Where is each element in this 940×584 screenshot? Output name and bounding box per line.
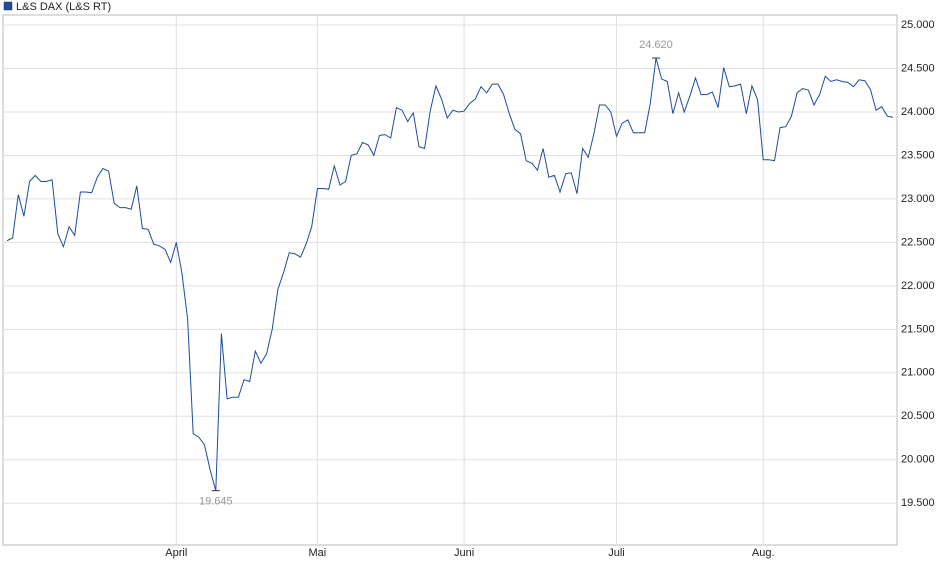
y-tick-label: 24.000 [901, 106, 935, 118]
y-tick-label: 23.500 [901, 149, 935, 161]
annotation: 19.645 [199, 496, 233, 508]
annotation: 24.620 [639, 39, 673, 51]
y-tick-label: 25.000 [901, 19, 935, 31]
y-tick-label: 20.500 [901, 410, 935, 422]
y-tick-label: 23.000 [901, 193, 935, 205]
x-tick-label: April [165, 547, 187, 559]
y-tick-label: 24.500 [901, 62, 935, 74]
legend-swatch [3, 1, 13, 11]
x-tick-label: Juli [608, 547, 625, 559]
x-tick-label: Mai [309, 547, 327, 559]
y-tick-label: 21.000 [901, 367, 935, 379]
y-tick-label: 21.500 [901, 323, 935, 335]
legend-label: L&S DAX (L&S RT) [16, 1, 111, 13]
y-tick-label: 20.000 [901, 454, 935, 466]
y-tick-label: 19.500 [901, 497, 935, 509]
x-tick-label: Juni [454, 547, 474, 559]
line [6, 57, 894, 491]
x-tick-label: Aug. [752, 547, 775, 559]
y-tick-label: 22.500 [901, 236, 935, 248]
y-tick-label: 22.000 [901, 280, 935, 292]
